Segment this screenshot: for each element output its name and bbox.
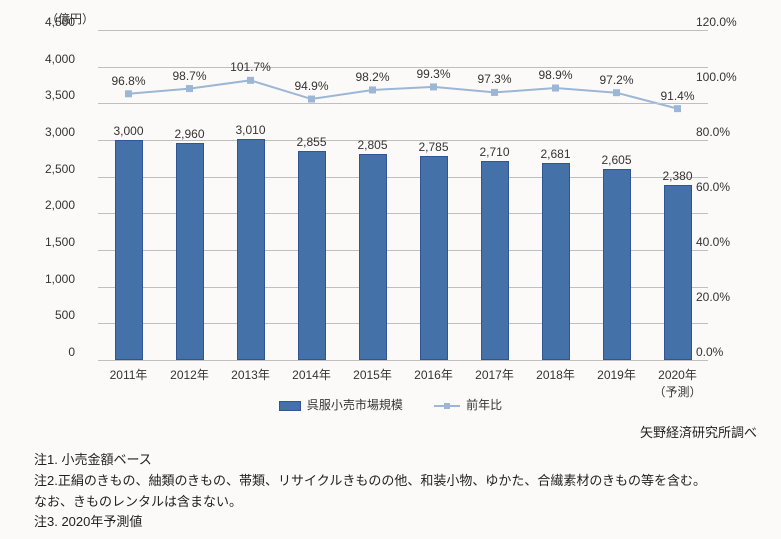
- y-left-tick: 1,000: [10, 272, 75, 286]
- line-value-label: 98.7%: [172, 69, 206, 83]
- y-left-tick: 3,000: [10, 125, 75, 139]
- bar: [237, 139, 265, 360]
- x-tick: 2011年: [110, 366, 148, 383]
- bar: [481, 161, 509, 360]
- x-tick: 2020年: [658, 366, 697, 383]
- x-tick: 2016年: [414, 366, 453, 383]
- line-value-label: 101.7%: [230, 60, 271, 74]
- y-left-tick: 0: [10, 345, 75, 359]
- y-right-tick: 80.0%: [696, 125, 756, 139]
- bar-value-label: 2,380: [662, 169, 692, 183]
- gridline: [98, 67, 708, 68]
- legend-line-swatch: [434, 400, 460, 412]
- line-value-label: 98.2%: [355, 70, 389, 84]
- bar-value-label: 3,010: [235, 123, 265, 137]
- bar-value-label: 2,855: [296, 135, 326, 149]
- bar: [176, 143, 204, 360]
- y-left-tick: 500: [10, 308, 75, 322]
- footnote-line: 注2.正絹のきもの、紬類のきもの、帯類、リサイクルきものの他、和装小物、ゆかた、…: [34, 471, 706, 492]
- y-right-tick: 0.0%: [696, 345, 756, 359]
- footnote-line: なお、きものレンタルは含まない。: [34, 492, 706, 513]
- bar: [115, 140, 143, 360]
- y-left-tick: 2,500: [10, 162, 75, 176]
- line-value-label: 94.9%: [294, 79, 328, 93]
- y-right-tick: 100.0%: [696, 70, 756, 84]
- y-right-tick: 120.0%: [696, 15, 756, 29]
- footnote-line: 注1. 小売金額ベース: [34, 450, 706, 471]
- bar: [664, 185, 692, 360]
- line-value-label: 97.2%: [599, 73, 633, 87]
- source-credit: 矢野経済研究所調べ: [640, 422, 757, 441]
- bar-value-label: 2,785: [418, 140, 448, 154]
- bar: [420, 156, 448, 360]
- x-tick: 2013年: [231, 366, 270, 383]
- x-tick: 2017年: [475, 366, 514, 383]
- y-right-tick: 60.0%: [696, 180, 756, 194]
- bar: [603, 169, 631, 360]
- x-tick: 2015年: [353, 366, 392, 383]
- legend: 呉服小売市場規模 前年比: [0, 396, 781, 413]
- bar: [298, 151, 326, 360]
- y-right-tick: 20.0%: [696, 290, 756, 304]
- line-value-label: 99.3%: [416, 67, 450, 81]
- x-tick: 2019年: [597, 366, 636, 383]
- bar-value-label: 2,681: [540, 147, 570, 161]
- bar-value-label: 2,805: [357, 138, 387, 152]
- bar-value-label: 2,960: [174, 127, 204, 141]
- footnote-line: 注3. 2020年予測値: [34, 512, 706, 533]
- bar: [359, 154, 387, 360]
- plot-area: 3,000 96.8% 2,960 98.7% 3,010 101.7% 2,855 94.9…: [98, 30, 708, 360]
- y-left-tick: 2,000: [10, 198, 75, 212]
- line-value-label: 97.3%: [477, 72, 511, 86]
- line-value-label: 91.4%: [660, 89, 694, 103]
- gridline: [98, 360, 708, 361]
- bar: [542, 163, 570, 360]
- bar-value-label: 2,605: [601, 153, 631, 167]
- x-tick: 2012年: [170, 366, 209, 383]
- legend-bar: 呉服小売市場規模: [279, 396, 403, 413]
- legend-line: 前年比: [434, 396, 502, 413]
- y-left-tick: 4,000: [10, 52, 75, 66]
- legend-bar-label: 呉服小売市場規模: [307, 398, 403, 412]
- y-right-tick: 40.0%: [696, 235, 756, 249]
- line-value-label: 98.9%: [538, 68, 572, 82]
- x-tick: 2014年: [292, 366, 331, 383]
- bar-value-label: 2,710: [479, 145, 509, 159]
- y-left-tick: 4,500: [10, 15, 75, 29]
- y-left-tick: 3,500: [10, 88, 75, 102]
- gridline: [98, 30, 708, 31]
- y-left-tick: 1,500: [10, 235, 75, 249]
- line-value-label: 96.8%: [111, 74, 145, 88]
- gridline: [98, 103, 708, 104]
- legend-bar-swatch: [279, 401, 301, 411]
- legend-line-label: 前年比: [466, 398, 502, 412]
- x-tick: 2018年: [536, 366, 575, 383]
- bar-value-label: 3,000: [113, 124, 143, 138]
- footnotes: 注1. 小売金額ベース注2.正絹のきもの、紬類のきもの、帯類、リサイクルきものの…: [34, 450, 706, 533]
